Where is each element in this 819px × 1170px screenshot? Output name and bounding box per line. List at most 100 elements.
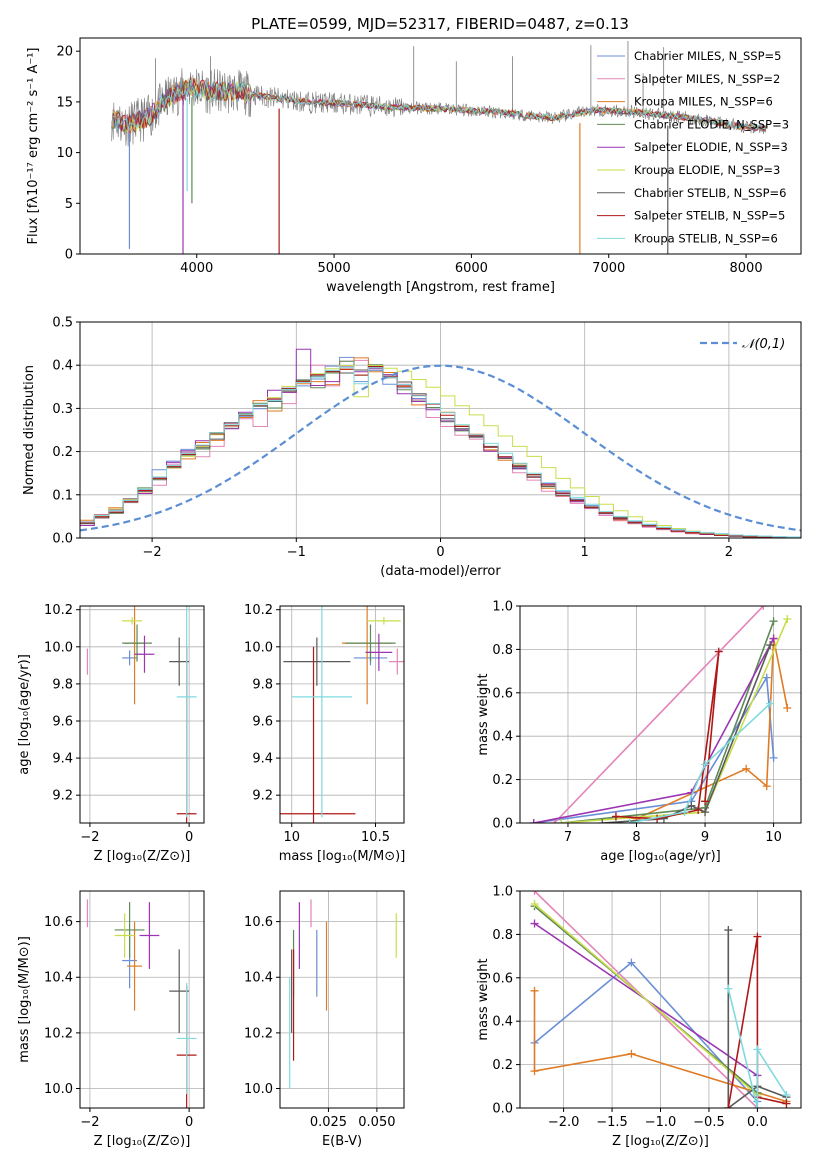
axes-frame bbox=[519, 605, 802, 824]
mass-weight-marker bbox=[766, 699, 775, 708]
mass-weight-marker bbox=[762, 673, 771, 682]
mass-weight-marker bbox=[782, 1090, 791, 1099]
x-axis-label: E(B-V) bbox=[322, 1134, 362, 1149]
plot-area bbox=[289, 899, 397, 1089]
axes-frame bbox=[279, 890, 405, 1109]
mass-weight-series-line bbox=[629, 703, 771, 823]
histogram-series-step bbox=[80, 365, 801, 538]
mass-weight-marker bbox=[530, 900, 539, 909]
x-tick-label: −2 bbox=[80, 1115, 99, 1130]
y-tick-label: 10.0 bbox=[244, 1082, 273, 1097]
x-tick-label: 7 bbox=[564, 830, 572, 845]
spectrum-panel: 4000 5000 6000 7000 8000 0 5 10 15 20 wavelength [… bbox=[26, 37, 802, 295]
mass-weight-marker bbox=[753, 1045, 762, 1054]
mass-weight-marker bbox=[724, 926, 733, 935]
mass-weight-marker bbox=[724, 984, 733, 993]
plot-area bbox=[111, 41, 767, 254]
y-tick-label: 10.2 bbox=[44, 1026, 73, 1041]
y-tick-label: 9.8 bbox=[252, 677, 273, 692]
gaussian-reference-curve bbox=[80, 364, 801, 532]
plot-area bbox=[86, 606, 197, 823]
x-tick-label: 0.0 bbox=[747, 1115, 768, 1130]
y-tick-label: 10.2 bbox=[244, 603, 273, 618]
legend-label: Salpeter STELIB, N_SSP=5 bbox=[634, 209, 785, 223]
mass-weight-marker bbox=[753, 932, 762, 941]
mass-weight-series-line bbox=[533, 990, 787, 1103]
x-tick-label: 4000 bbox=[180, 261, 213, 276]
mass-weight-marker bbox=[701, 808, 710, 817]
x-tick-label: −2 bbox=[143, 545, 162, 560]
mass-weight-marker bbox=[611, 812, 620, 821]
mass-weight-marker bbox=[530, 986, 539, 995]
mass-weight-marker bbox=[530, 919, 539, 928]
y-tick-label: 10.4 bbox=[244, 971, 273, 986]
y-axis-label: Flux [fλ10⁻¹⁷ erg cm⁻² s⁻¹ A⁻¹] bbox=[26, 48, 41, 245]
mass-weight-marker bbox=[766, 641, 775, 650]
y-tick-label: 0.6 bbox=[492, 971, 513, 986]
plot-area bbox=[280, 606, 404, 823]
mass-weight-marker bbox=[694, 805, 703, 814]
x-tick-label: 8 bbox=[632, 830, 640, 845]
y-tick-label: 0.2 bbox=[492, 773, 513, 788]
x-tick-label: 9 bbox=[701, 830, 709, 845]
x-tick-label: 0 bbox=[185, 830, 193, 845]
y-tick-label: 0.2 bbox=[492, 1058, 513, 1073]
legend-label: Salpeter MILES, N_SSP=2 bbox=[634, 72, 780, 86]
y-tick-label: 0.6 bbox=[492, 686, 513, 701]
model-spectrum-line bbox=[111, 78, 766, 131]
y-tick-label: 10.2 bbox=[44, 603, 73, 618]
y-tick-label: 9.6 bbox=[52, 714, 73, 729]
legend-label: Kroupa ELODIE, N_SSP=3 bbox=[634, 163, 780, 177]
y-axis-label: mass [log₁₀(M/M⊙)] bbox=[17, 936, 32, 1063]
x-axis-label: age [log₁₀(age/yr)] bbox=[600, 849, 721, 864]
y-tick-label: 0.2 bbox=[52, 445, 73, 460]
y-tick-label: 10.0 bbox=[244, 640, 273, 655]
y-tick-label: 0.8 bbox=[492, 643, 513, 658]
y-tick-label: 0.3 bbox=[52, 402, 73, 417]
y-tick-label: 0.0 bbox=[492, 817, 513, 832]
legend-label: Chabrier MILES, N_SSP=5 bbox=[634, 49, 781, 63]
y-tick-label: 9.4 bbox=[52, 752, 73, 767]
y-tick-label: 5 bbox=[65, 197, 73, 212]
y-tick-label: 10 bbox=[56, 146, 73, 161]
axes-frame bbox=[79, 605, 205, 824]
x-axis-label: (data-model)/error bbox=[380, 564, 501, 579]
mass-weight-series-line bbox=[727, 930, 787, 1108]
x-tick-label: 5000 bbox=[318, 261, 351, 276]
x-tick-label: 10.5 bbox=[361, 830, 390, 845]
x-tick-label: 1 bbox=[581, 545, 589, 560]
y-tick-label: 9.2 bbox=[252, 789, 273, 804]
y-axis-label: mass weight bbox=[476, 673, 491, 755]
mass-vs-extinction-panel: 0.025 0.050 10.0 10.2 10.4 10.6 E(B-V) bbox=[244, 890, 405, 1149]
mass-weight-marker bbox=[529, 819, 538, 823]
mass-weight-marker bbox=[550, 819, 559, 823]
mass-weight-marker bbox=[769, 753, 778, 762]
mass-weight-series-line bbox=[727, 988, 788, 1108]
mass-weight-marker bbox=[701, 760, 710, 769]
y-tick-label: 10.6 bbox=[244, 915, 273, 930]
plot-area bbox=[80, 348, 801, 538]
y-axis-label: age [log₁₀(age/yr)] bbox=[17, 654, 32, 775]
y-tick-label: 20 bbox=[56, 45, 73, 60]
mass-vs-metallicity-panel: −2 0 10.0 10.2 10.4 10.6 Z [log₁₀(Z/Z⊙)] mass [… bbox=[17, 890, 205, 1149]
x-tick-label: −2.0 bbox=[548, 1115, 580, 1130]
y-tick-label: 0 bbox=[65, 248, 73, 263]
x-axis-label: wavelength [Angstrom, rest frame] bbox=[326, 280, 555, 295]
y-tick-label: 0.4 bbox=[52, 359, 73, 374]
massweight-vs-age-panel: 7 8 9 10 0.0 0.2 0.4 0.6 0.8 1.0 age [log₁₀(age/yr… bbox=[476, 600, 802, 864]
y-tick-label: 9.2 bbox=[52, 789, 73, 804]
y-tick-label: 1.0 bbox=[492, 600, 513, 615]
mass-weight-marker bbox=[530, 891, 539, 895]
mass-weight-marker bbox=[762, 782, 771, 791]
x-tick-label: −2 bbox=[80, 830, 99, 845]
x-tick-label: −1 bbox=[287, 545, 306, 560]
x-axis-label: Z [log₁₀(Z/Z⊙)] bbox=[612, 1134, 709, 1149]
y-tick-label: 1.0 bbox=[492, 885, 513, 900]
mass-weight-series-line bbox=[727, 936, 787, 1108]
y-tick-label: 0.4 bbox=[492, 730, 513, 745]
mass-weight-marker bbox=[742, 764, 751, 773]
mass-weight-marker bbox=[783, 615, 792, 624]
x-tick-label: 10 bbox=[765, 830, 782, 845]
x-tick-label: 2 bbox=[725, 545, 733, 560]
